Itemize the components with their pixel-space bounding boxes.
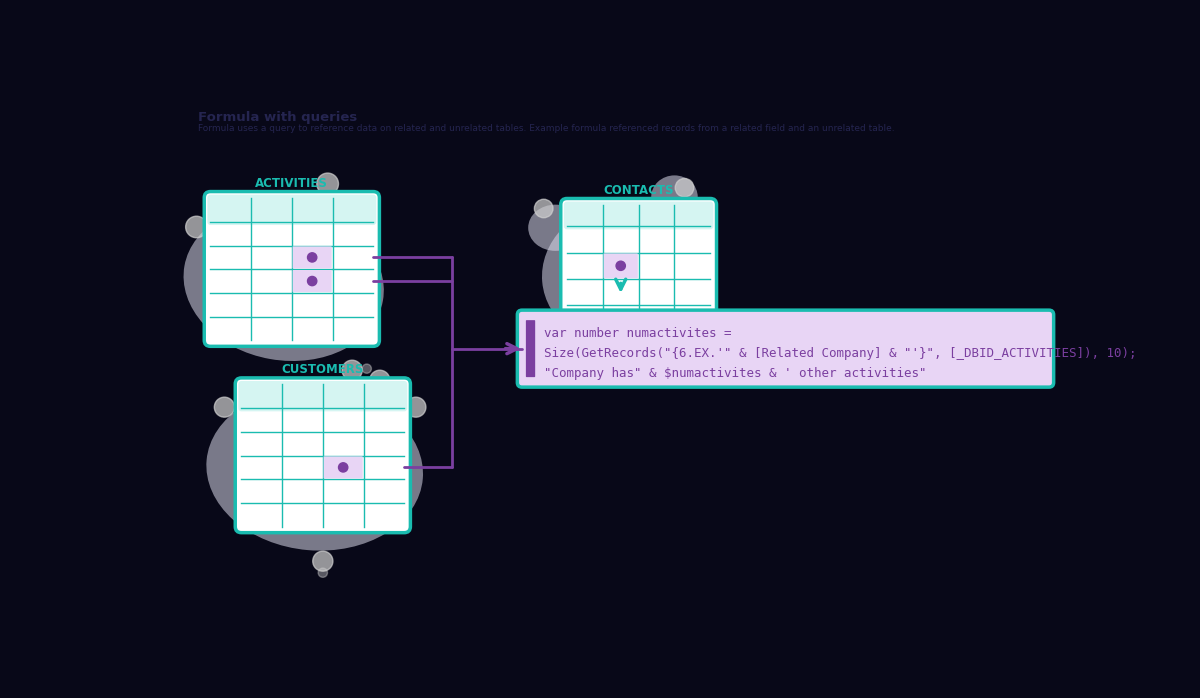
FancyBboxPatch shape <box>293 270 331 292</box>
FancyBboxPatch shape <box>239 381 407 411</box>
Circle shape <box>342 360 362 380</box>
Text: CONTACTS: CONTACTS <box>604 184 674 197</box>
FancyBboxPatch shape <box>204 191 379 346</box>
FancyBboxPatch shape <box>604 253 638 279</box>
Ellipse shape <box>184 205 384 361</box>
FancyBboxPatch shape <box>208 195 377 225</box>
Circle shape <box>370 370 390 390</box>
Ellipse shape <box>542 201 713 348</box>
Circle shape <box>676 179 694 197</box>
FancyBboxPatch shape <box>293 246 331 269</box>
Circle shape <box>307 276 317 285</box>
Circle shape <box>215 397 234 417</box>
Circle shape <box>338 463 348 472</box>
Text: Size(GetRecords("{6.EX.'" & [Related Company] & "'}", [_DBID_ACTIVITIES]), 10);: Size(GetRecords("{6.EX.'" & [Related Com… <box>544 347 1136 360</box>
Ellipse shape <box>528 205 582 251</box>
FancyBboxPatch shape <box>564 202 714 230</box>
Text: ACTIVITIES: ACTIVITIES <box>256 177 329 190</box>
Text: Formula uses a query to reference data on related and unrelated tables. Example : Formula uses a query to reference data o… <box>198 124 895 133</box>
Ellipse shape <box>206 389 424 551</box>
FancyBboxPatch shape <box>235 378 410 533</box>
Circle shape <box>326 214 348 235</box>
Circle shape <box>317 173 338 195</box>
Circle shape <box>362 364 372 373</box>
Text: CUSTOMERS: CUSTOMERS <box>282 364 364 376</box>
Circle shape <box>406 397 426 417</box>
Text: Formula with queries: Formula with queries <box>198 111 358 124</box>
Circle shape <box>692 220 700 228</box>
Circle shape <box>313 551 332 571</box>
Circle shape <box>534 199 553 218</box>
FancyBboxPatch shape <box>517 310 1054 387</box>
Circle shape <box>616 261 625 270</box>
Circle shape <box>307 253 317 262</box>
Circle shape <box>340 207 348 216</box>
FancyBboxPatch shape <box>324 456 362 478</box>
Ellipse shape <box>652 175 697 218</box>
Circle shape <box>338 198 360 220</box>
Text: var number numactivites =: var number numactivites = <box>544 327 731 340</box>
FancyBboxPatch shape <box>560 198 716 338</box>
Circle shape <box>694 202 713 220</box>
FancyBboxPatch shape <box>526 320 535 377</box>
Circle shape <box>186 216 208 238</box>
Text: "Company has" & $numactivites & ' other activities": "Company has" & $numactivites & ' other … <box>544 367 926 380</box>
Circle shape <box>318 568 328 577</box>
